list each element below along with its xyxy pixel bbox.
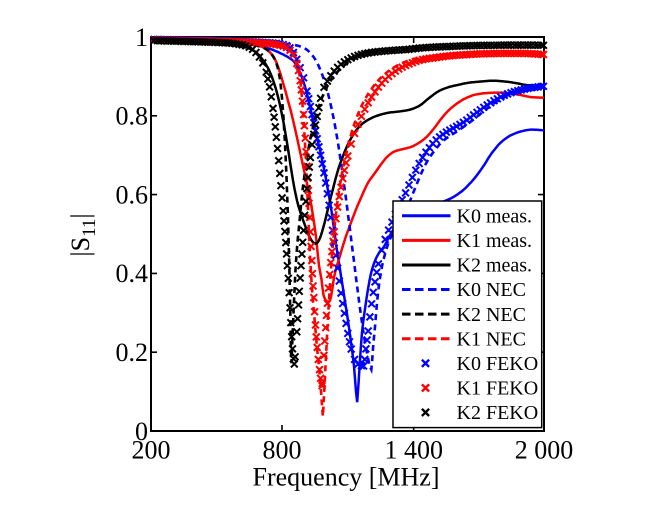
svg-text:200: 200 [132,436,171,465]
svg-text:800: 800 [263,436,302,465]
svg-text:2 000: 2 000 [515,436,574,465]
svg-text:K1 meas.: K1 meas. [457,230,533,252]
svg-text:0.6: 0.6 [116,180,149,209]
svg-text:K1 NEC: K1 NEC [457,328,526,350]
svg-text:0.4: 0.4 [116,259,149,288]
svg-text:K2 meas.: K2 meas. [457,255,533,277]
svg-text:K1 FEKO: K1 FEKO [457,378,539,400]
svg-text:K2 NEC: K2 NEC [457,304,526,326]
svg-text:1: 1 [135,23,148,52]
svg-text:0: 0 [135,417,148,446]
svg-text:|S11|: |S11| [66,213,100,256]
svg-text:0.2: 0.2 [116,338,149,367]
svg-text:1 400: 1 400 [384,436,443,465]
svg-text:K0 NEC: K0 NEC [457,279,526,301]
svg-text:K0 meas.: K0 meas. [457,206,533,228]
svg-text:Frequency [MHz]: Frequency [MHz] [253,463,440,492]
svg-text:0.8: 0.8 [116,102,149,131]
svg-text:K2 FEKO: K2 FEKO [457,402,539,424]
svg-text:K0 FEKO: K0 FEKO [457,353,539,375]
